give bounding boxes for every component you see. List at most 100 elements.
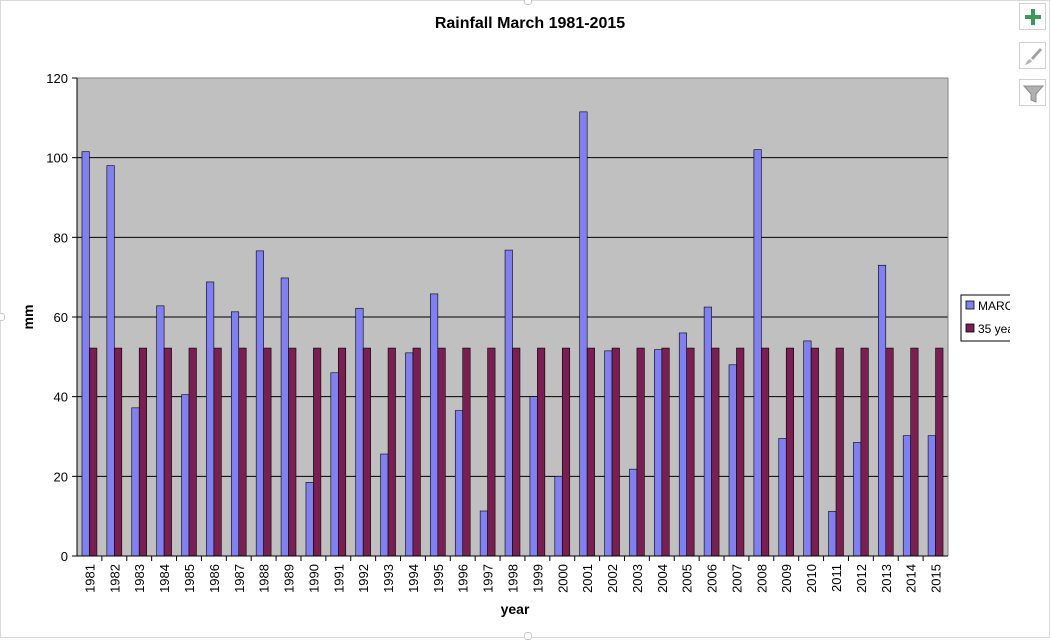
bar-march <box>255 250 264 557</box>
bar-35-year-average <box>288 347 297 557</box>
x-tick-label: 2007 <box>729 564 744 593</box>
bar-march <box>604 350 613 557</box>
x-tick-label: 2005 <box>680 564 695 593</box>
bar-35-year-average <box>362 347 371 557</box>
bar-35-year-average <box>89 347 98 557</box>
bar-march <box>380 453 389 557</box>
bar-march <box>703 306 712 557</box>
brush-icon <box>1025 48 1042 65</box>
bar-march <box>579 111 588 557</box>
bar-march <box>554 476 563 557</box>
bar-35-year-average <box>238 347 247 557</box>
bar-35-year-average <box>910 347 919 557</box>
x-tick-label: 1991 <box>331 564 346 593</box>
bar-35-year-average <box>138 347 147 557</box>
x-tick-label: 2014 <box>904 564 919 593</box>
x-tick-label: 1985 <box>182 564 197 593</box>
bar-35-year-average <box>337 347 347 557</box>
bar-march <box>330 372 339 557</box>
filter-icon <box>1022 85 1045 103</box>
bar-march <box>778 438 787 557</box>
bar-march <box>504 249 513 557</box>
x-tick-label: 1986 <box>207 564 222 593</box>
bar-35-year-average <box>512 347 521 557</box>
axes: 0 20 40 60 80 100 120 1981 1982 1983 1984 1985 1986 1… <box>46 71 949 593</box>
y-tick-label: 0 <box>61 549 68 564</box>
x-tick-label: 1981 <box>82 564 97 593</box>
bar-35-year-average <box>860 347 869 557</box>
bar-march <box>803 340 812 557</box>
bar-march <box>654 349 663 557</box>
legend-box <box>960 294 1010 342</box>
bar-35-year-average <box>313 347 322 557</box>
bar-35-year-average <box>835 347 844 557</box>
bar-35-year-average <box>537 347 546 557</box>
bar-march <box>629 468 638 557</box>
x-tick-label: 1994 <box>406 564 421 593</box>
bar-march <box>430 293 439 557</box>
x-tick-label: 2010 <box>804 564 819 593</box>
x-tick-label: 2009 <box>779 564 794 593</box>
bar-35-year-average <box>611 347 620 557</box>
x-tick-label: 1989 <box>282 564 297 593</box>
x-tick-label: 1997 <box>481 564 496 593</box>
x-tick-label: 1993 <box>381 564 396 593</box>
y-tick-label: 40 <box>54 390 68 405</box>
x-tick-label: 2002 <box>605 564 620 593</box>
bar-35-year-average <box>885 347 894 557</box>
legend-swatch-average <box>965 323 975 333</box>
x-axis-label: year <box>501 601 530 617</box>
bar-march <box>529 396 538 557</box>
legend-swatch-march <box>965 300 975 310</box>
x-tick-label: 1998 <box>506 564 521 593</box>
bar-35-year-average <box>387 347 396 557</box>
x-tick-label: 2011 <box>829 564 844 592</box>
chart: 0 20 40 60 80 100 120 1981 1982 1983 1984 1985 1986 1… <box>20 15 1010 617</box>
chart-filters-button[interactable] <box>1019 79 1046 106</box>
x-tick-label: 1990 <box>306 564 321 593</box>
bar-march <box>131 407 140 557</box>
y-tick-label: 120 <box>46 71 68 86</box>
bar-35-year-average <box>263 347 272 557</box>
bar-march <box>156 305 165 557</box>
bar-march <box>728 364 737 557</box>
x-tick-label: 2012 <box>854 564 869 593</box>
resize-handle-left[interactable] <box>0 313 5 321</box>
chart-title: Rainfall March 1981-2015 <box>435 15 625 32</box>
bar-35-year-average <box>761 347 770 557</box>
x-tick-label: 1996 <box>456 564 471 593</box>
bars <box>81 111 944 557</box>
bar-35-year-average <box>711 347 720 557</box>
x-tick-label: 2008 <box>754 564 769 593</box>
bar-march <box>454 410 464 557</box>
chart-styles-button[interactable] <box>1019 42 1046 69</box>
x-tick-label: 2003 <box>630 564 645 593</box>
bar-march <box>828 511 837 557</box>
bar-march <box>230 311 240 557</box>
bar-35-year-average <box>213 347 222 557</box>
add-chart-element-button[interactable] <box>1019 3 1046 30</box>
bar-35-year-average <box>114 347 123 557</box>
bar-march <box>479 510 488 557</box>
x-tick-label: 1982 <box>107 564 122 593</box>
bar-35-year-average <box>586 347 595 557</box>
bar-35-year-average <box>437 347 446 557</box>
x-tick-label: 1999 <box>530 564 545 593</box>
y-tick-label: 60 <box>54 310 68 325</box>
bar-march <box>878 264 887 557</box>
bar-35-year-average <box>785 347 795 557</box>
x-tick-label: 1988 <box>257 564 272 593</box>
x-tick-label: 2006 <box>705 564 720 593</box>
bar-march <box>927 435 936 557</box>
bar-march <box>678 332 688 557</box>
x-tick-label: 1983 <box>132 564 147 593</box>
resize-handle-top[interactable] <box>524 0 532 5</box>
x-tick-label: 2015 <box>929 564 944 593</box>
y-tick-label: 20 <box>54 469 68 484</box>
bar-35-year-average <box>462 347 471 557</box>
bar-march <box>355 307 364 557</box>
x-tick-label: 2004 <box>655 564 670 593</box>
bar-35-year-average <box>736 347 745 557</box>
y-axis-label: mm <box>20 305 36 330</box>
bar-35-year-average <box>561 347 571 557</box>
